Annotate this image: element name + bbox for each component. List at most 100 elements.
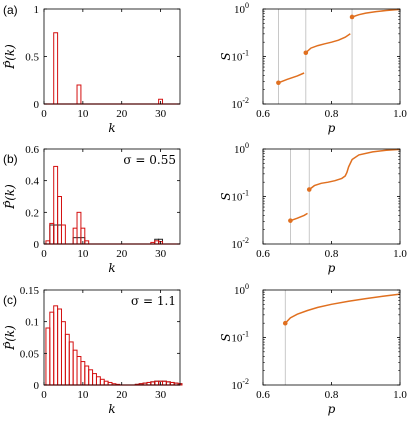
curve-segment xyxy=(308,148,401,191)
histogram-bin xyxy=(76,356,82,386)
chart-curve-1: 0.6 0.8 1.0 10-2 10-1 100 p S xyxy=(219,1,407,135)
axes-frame xyxy=(43,148,181,245)
y-tick-label: 100 xyxy=(234,1,249,16)
x-tick-label: 30 xyxy=(155,248,167,260)
y-tick-label: 0.05 xyxy=(20,348,40,360)
histogram-bin xyxy=(64,333,70,386)
x-tick-label: 10 xyxy=(77,248,89,260)
y-tick-label: 100 xyxy=(234,282,249,297)
histogram-bin xyxy=(84,365,90,386)
y-tick-label: 0.6 xyxy=(25,144,39,156)
curve-marker xyxy=(303,50,309,56)
x-axis-label: k xyxy=(108,121,115,135)
x-axis-label: p xyxy=(328,261,336,275)
axes-frame xyxy=(262,148,401,245)
x-tick-label: 0.6 xyxy=(256,389,270,401)
curve-segment xyxy=(284,293,401,324)
histogram-bin xyxy=(92,373,97,386)
y-tick-label: 10-2 xyxy=(231,96,249,111)
y-tick-label: 10-2 xyxy=(231,377,249,392)
histogram-bin xyxy=(72,227,78,245)
y-tick-label: 10-1 xyxy=(231,189,249,204)
curve-segment xyxy=(305,33,351,54)
x-tick-label: 0.8 xyxy=(325,248,339,260)
x-axis-label: k xyxy=(108,261,115,275)
x-tick-label: 1.0 xyxy=(393,389,407,401)
histogram-bin xyxy=(76,237,82,245)
histogram-bin xyxy=(72,237,78,245)
curve-segment xyxy=(290,212,308,222)
y-axis-label: P̂(k) xyxy=(2,325,17,351)
histogram-bin xyxy=(45,327,51,386)
axes-frame xyxy=(262,8,401,105)
histogram-bin xyxy=(80,361,86,386)
sigma-annotation: σ = 0.55 xyxy=(123,153,176,167)
y-tick-label: 10-1 xyxy=(231,330,249,345)
panel-label: (c) xyxy=(3,293,17,307)
x-tick-label: 20 xyxy=(116,248,128,260)
x-tick-label: 10 xyxy=(77,389,89,401)
histogram-bin xyxy=(60,224,66,245)
x-tick-label: 0 xyxy=(41,108,47,120)
curve-marker xyxy=(288,218,293,223)
y-tick-label: 0 xyxy=(34,99,40,111)
histogram-bin xyxy=(57,224,62,245)
x-tick-label: 1.0 xyxy=(393,108,407,120)
histogram-bin xyxy=(57,196,62,245)
panel-label: (a) xyxy=(3,3,18,17)
histogram-bin xyxy=(60,321,66,386)
histogram-bin xyxy=(53,32,59,105)
y-tick-label: 10-1 xyxy=(231,49,249,64)
x-tick-label: 30 xyxy=(155,108,167,120)
sigma-annotation: σ = 1.1 xyxy=(131,294,176,308)
histogram-bin xyxy=(57,308,62,386)
y-axis-label: P̂(k) xyxy=(2,44,17,70)
x-tick-label: 10 xyxy=(77,108,89,120)
histogram-bin xyxy=(88,369,94,386)
histogram-bin xyxy=(76,84,82,105)
curve-marker xyxy=(306,187,312,192)
x-tick-label: 30 xyxy=(155,389,167,401)
histogram-bin xyxy=(53,224,59,245)
x-tick-label: 1.0 xyxy=(393,248,407,260)
y-tick-label: 0.2 xyxy=(25,207,39,219)
x-tick-label: 0.6 xyxy=(256,108,270,120)
x-tick-label: 0.8 xyxy=(325,108,339,120)
curve-segment xyxy=(278,72,305,84)
y-axis-label: S xyxy=(219,192,233,200)
histogram-bin xyxy=(49,224,55,245)
y-tick-label: 0 xyxy=(34,380,40,392)
x-tick-label: 0 xyxy=(41,389,47,401)
curve-segment xyxy=(351,8,401,18)
curve-marker xyxy=(282,320,288,326)
y-tick-label: 0.1 xyxy=(25,317,39,329)
x-tick-label: 20 xyxy=(116,389,128,401)
y-axis-label: S xyxy=(219,52,233,60)
x-tick-label: 0.6 xyxy=(256,248,270,260)
x-axis-label: p xyxy=(328,402,336,416)
axes-frame xyxy=(43,289,181,386)
curve-marker xyxy=(349,14,355,20)
curve-marker xyxy=(276,80,281,86)
histogram-bin xyxy=(49,311,55,386)
chart-histogram-2: 0 10 20 30 0 0.2 0.4 0.6 k P̂(k) σ = 0.55 xyxy=(2,144,181,275)
x-axis-label: p xyxy=(328,121,336,135)
histogram-bin xyxy=(53,165,59,245)
histogram-bin xyxy=(68,341,74,386)
chart-curve-3: 0.6 0.8 1.0 10-2 10-1 100 p S xyxy=(219,282,407,416)
histogram-bin xyxy=(99,378,105,386)
y-tick-label: 0 xyxy=(34,239,40,251)
histogram-bin xyxy=(49,222,55,245)
histogram-bin xyxy=(53,305,59,386)
y-axis-label: S xyxy=(219,333,233,341)
panel-label: (b) xyxy=(3,152,18,166)
y-tick-label: 0.5 xyxy=(25,52,39,64)
chart-curve-2: 0.6 0.8 1.0 10-2 10-1 100 p S xyxy=(219,141,407,275)
y-tick-label: 0.15 xyxy=(20,285,40,297)
x-tick-label: 0 xyxy=(41,248,47,260)
y-tick-label: 1 xyxy=(34,4,40,16)
chart-histogram-3: 0 10 20 30 0 0.05 0.1 0.15 k P̂(k) σ = 1.1 xyxy=(2,285,183,416)
histogram-bin xyxy=(154,238,160,245)
y-tick-label: 10-2 xyxy=(231,236,249,251)
